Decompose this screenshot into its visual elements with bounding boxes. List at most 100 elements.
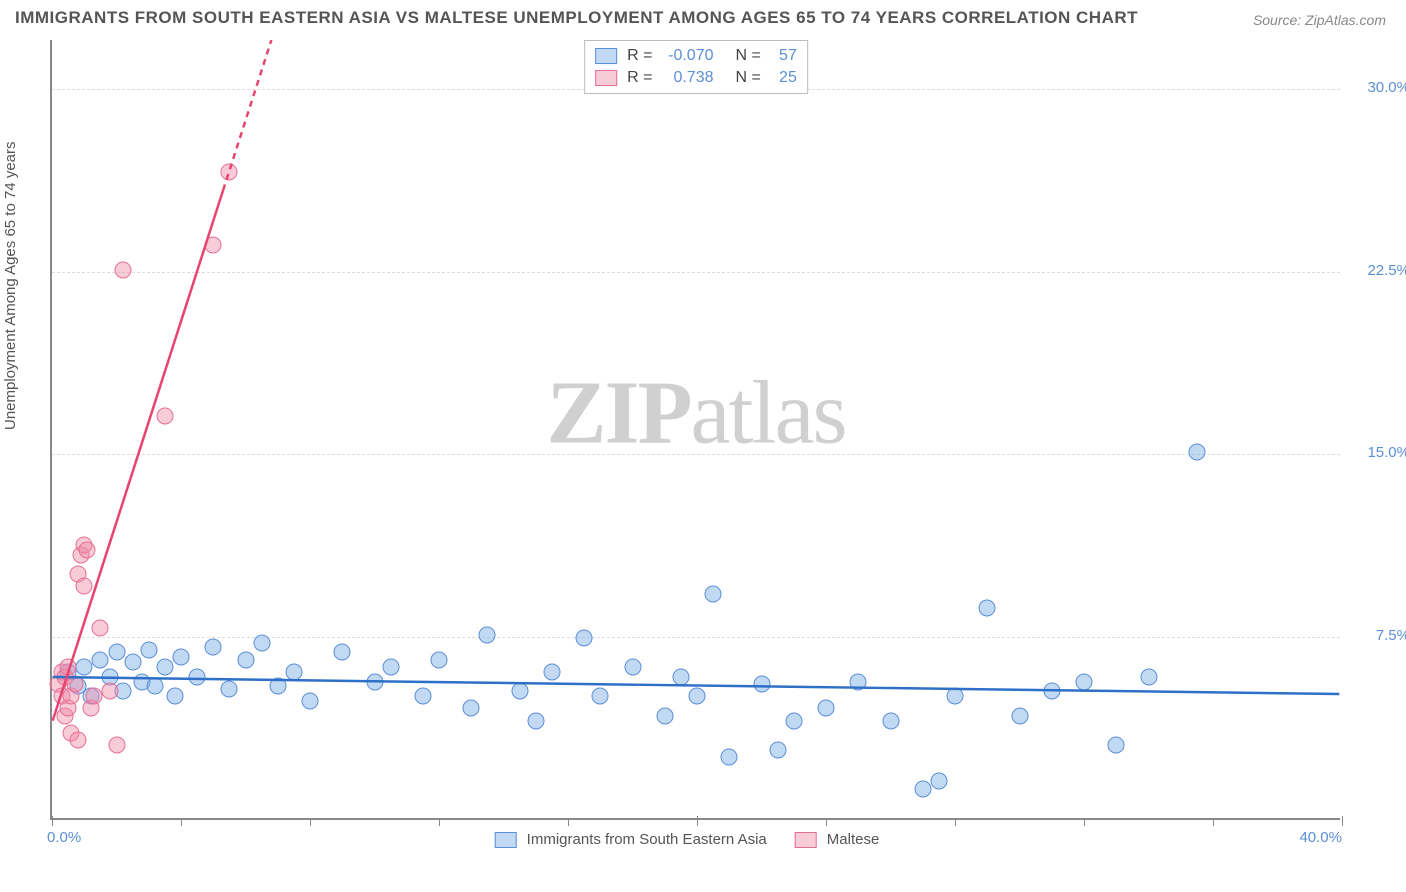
watermark: ZIPatlas — [547, 362, 846, 465]
data-point — [92, 619, 109, 636]
data-point — [689, 688, 706, 705]
data-point — [173, 649, 190, 666]
data-point — [414, 688, 431, 705]
data-point — [66, 675, 83, 692]
x-tick — [826, 818, 827, 826]
gridline-h — [52, 272, 1340, 273]
data-point — [302, 693, 319, 710]
data-point — [431, 651, 448, 668]
data-point — [527, 712, 544, 729]
data-point — [1011, 707, 1028, 724]
data-point — [156, 658, 173, 675]
x-tick-major — [1342, 816, 1343, 826]
data-point — [147, 678, 164, 695]
legend-label: Immigrants from South Eastern Asia — [527, 831, 767, 848]
data-point — [818, 700, 835, 717]
x-tick — [955, 818, 956, 826]
n-value: 25 — [767, 69, 797, 87]
legend-swatch — [595, 70, 617, 86]
data-point — [108, 736, 125, 753]
r-label: R = — [627, 69, 652, 87]
data-point — [285, 663, 302, 680]
legend-swatch — [795, 832, 817, 848]
x-tick-major — [697, 816, 698, 826]
r-label: R = — [627, 47, 652, 65]
data-point — [930, 773, 947, 790]
legend-row: R = 0.738 N = 25 — [595, 67, 797, 89]
data-point — [979, 600, 996, 617]
data-point — [205, 237, 222, 254]
x-tick — [310, 818, 311, 826]
n-value: 57 — [767, 47, 797, 65]
x-tick — [568, 818, 569, 826]
data-point — [124, 654, 141, 671]
x-tick — [181, 818, 182, 826]
y-tick-label: 30.0% — [1350, 79, 1406, 96]
data-point — [1043, 683, 1060, 700]
n-label: N = — [736, 47, 761, 65]
data-point — [479, 627, 496, 644]
data-point — [1108, 736, 1125, 753]
data-point — [721, 749, 738, 766]
x-tick-label: 0.0% — [47, 829, 107, 846]
data-point — [92, 651, 109, 668]
data-point — [69, 732, 86, 749]
data-point — [76, 578, 93, 595]
data-point — [947, 688, 964, 705]
legend-row: R = -0.070 N = 57 — [595, 45, 797, 67]
data-point — [253, 634, 270, 651]
data-point — [753, 675, 770, 692]
legend-swatch — [595, 48, 617, 64]
legend-label: Maltese — [827, 831, 880, 848]
legend-swatch — [495, 832, 517, 848]
chart-title: IMMIGRANTS FROM SOUTH EASTERN ASIA VS MA… — [15, 8, 1138, 28]
data-point — [140, 641, 157, 658]
x-tick — [439, 818, 440, 826]
x-tick-label: 40.0% — [1282, 829, 1342, 846]
x-tick — [1213, 818, 1214, 826]
data-point — [334, 644, 351, 661]
y-tick-label: 7.5% — [1350, 627, 1406, 644]
data-point — [366, 673, 383, 690]
gridline-h — [52, 454, 1340, 455]
source-attribution: Source: ZipAtlas.com — [1253, 12, 1386, 28]
correlation-legend: R = -0.070 N = 57 R = 0.738 N = 25 — [584, 40, 808, 94]
data-point — [882, 712, 899, 729]
data-point — [576, 629, 593, 646]
r-value: 0.738 — [659, 69, 714, 87]
data-point — [79, 541, 96, 558]
data-point — [189, 668, 206, 685]
watermark-atlas: atlas — [691, 364, 846, 463]
y-tick-label: 22.5% — [1350, 262, 1406, 279]
data-point — [769, 741, 786, 758]
data-point — [1076, 673, 1093, 690]
data-point — [156, 407, 173, 424]
data-point — [785, 712, 802, 729]
data-point — [108, 644, 125, 661]
n-label: N = — [736, 69, 761, 87]
r-value: -0.070 — [659, 47, 714, 65]
data-point — [382, 658, 399, 675]
data-point — [511, 683, 528, 700]
data-point — [463, 700, 480, 717]
scatter-plot-area: ZIPatlas R =-0.070N =57R =0.738N =25 Imm… — [50, 40, 1340, 820]
data-point — [656, 707, 673, 724]
x-tick — [1084, 818, 1085, 826]
gridline-h — [52, 637, 1340, 638]
watermark-zip: ZIP — [547, 364, 691, 463]
y-axis-label: Unemployment Among Ages 65 to 74 years — [2, 141, 19, 430]
x-tick-major — [52, 816, 53, 826]
data-point — [76, 658, 93, 675]
data-point — [543, 663, 560, 680]
data-point — [592, 688, 609, 705]
data-point — [205, 639, 222, 656]
data-point — [221, 680, 238, 697]
data-point — [269, 678, 286, 695]
data-point — [914, 780, 931, 797]
data-point — [624, 658, 641, 675]
data-point — [85, 688, 102, 705]
data-point — [102, 683, 119, 700]
data-point — [221, 164, 238, 181]
data-point — [850, 673, 867, 690]
data-point — [672, 668, 689, 685]
